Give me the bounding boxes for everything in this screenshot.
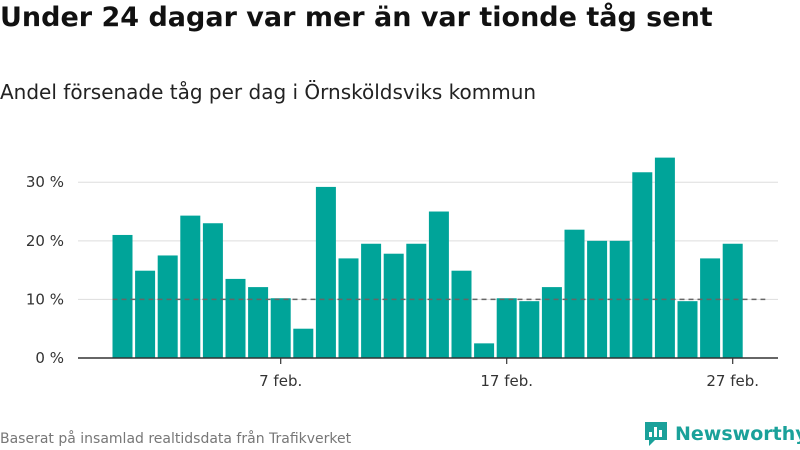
bar (180, 215, 201, 358)
x-tick-label: 7 feb. (259, 372, 302, 390)
x-tick-label: 17 feb. (480, 372, 533, 390)
bar (428, 211, 449, 358)
bar (157, 255, 178, 358)
source-footer: Baserat på insamlad realtidsdata från Tr… (0, 431, 352, 447)
bar (112, 234, 133, 358)
y-tick-label: 30 % (26, 173, 64, 191)
bar (564, 229, 585, 358)
bar (315, 186, 336, 358)
bar (474, 343, 495, 358)
bar (722, 243, 743, 358)
bar (677, 301, 698, 358)
y-tick-label: 20 % (26, 232, 64, 250)
bar (451, 270, 472, 358)
y-tick-label: 10 % (26, 290, 64, 308)
bar (248, 287, 269, 358)
bar (700, 258, 721, 358)
brand-name: Newsworthy (675, 423, 800, 445)
x-tick-label: 27 feb. (706, 372, 759, 390)
bar (361, 243, 382, 358)
bar (202, 223, 223, 358)
bar (519, 301, 540, 358)
bar (632, 172, 653, 358)
bar (135, 270, 156, 358)
bar (496, 298, 517, 358)
newsworthy-logo-icon (645, 422, 667, 446)
bar (338, 258, 359, 358)
chart-subtitle: Andel försenade tåg per dag i Örnsköldsv… (0, 80, 537, 104)
bar (406, 243, 427, 358)
bar (383, 253, 404, 358)
bar (541, 287, 562, 358)
y-tick-label: 0 % (35, 349, 64, 367)
bar (654, 157, 675, 358)
bar (587, 240, 608, 358)
bar (225, 278, 246, 358)
bar (293, 328, 314, 358)
bar (270, 298, 291, 358)
brand-logo: Newsworthy (643, 420, 800, 448)
chart-title: Under 24 dagar var mer än var tionde tåg… (0, 2, 713, 33)
